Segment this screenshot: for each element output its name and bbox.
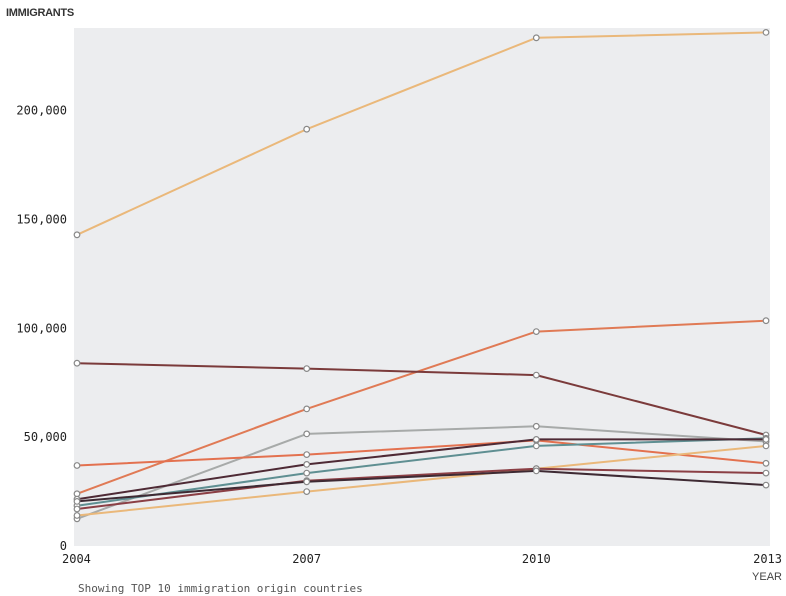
series-10-point — [73, 498, 81, 505]
series-6-point — [303, 469, 311, 477]
series-3-point — [303, 365, 311, 373]
y-tick-label: 150,000 — [16, 213, 67, 227]
series-10-point — [303, 478, 311, 486]
series-7-point — [303, 461, 311, 468]
y-tick-label: 100,000 — [16, 321, 67, 335]
y-tick-label: 0 — [60, 539, 67, 553]
x-axis-ticks: 2004 2007 2010 2013 — [62, 552, 782, 566]
series-2-point — [73, 490, 81, 498]
series-5-point — [762, 459, 770, 467]
series-10-point — [762, 481, 770, 489]
plot-area-background — [74, 28, 770, 546]
x-tick-label: 2007 — [292, 552, 321, 566]
y-tick-label: 50,000 — [24, 430, 67, 444]
series-9-point — [762, 469, 770, 477]
series-line-5 — [76, 439, 767, 467]
y-axis-title: IMMIGRANTS — [6, 7, 74, 19]
series-4-point — [532, 422, 540, 430]
series-8-point — [73, 512, 81, 519]
x-tick-label: 2010 — [522, 552, 551, 566]
series-2-point — [762, 317, 770, 325]
series-5-point — [303, 451, 311, 459]
series-6-point — [532, 442, 540, 450]
series-line-7 — [76, 438, 767, 501]
series-7-point — [532, 436, 540, 443]
series-2-point — [532, 328, 540, 336]
series-line-9 — [76, 467, 767, 510]
y-tick-label: 200,000 — [16, 104, 67, 118]
series-lines — [76, 31, 767, 520]
x-tick-label: 2004 — [62, 552, 91, 566]
series-1-point — [73, 231, 81, 239]
series-8-point — [762, 442, 770, 450]
series-10-point — [532, 467, 540, 475]
x-axis-title: YEAR — [752, 571, 782, 583]
series-line-1 — [76, 31, 767, 236]
series-line-4 — [76, 425, 767, 520]
series-1-point — [532, 34, 540, 42]
series-line-10 — [76, 469, 767, 503]
series-7-point — [762, 436, 770, 443]
series-line-8 — [76, 444, 767, 517]
series-3-point — [73, 359, 81, 367]
series-9-point — [73, 505, 81, 513]
series-3-point — [532, 371, 540, 379]
series-4-point — [303, 430, 311, 438]
series-1-point — [762, 29, 770, 36]
series-8-point — [303, 488, 311, 496]
series-line-6 — [76, 437, 767, 507]
series-5-point — [73, 462, 81, 469]
y-axis-ticks: 0 50,000 100,000 150,000 200,000 — [16, 104, 67, 553]
x-tick-label: 2013 — [753, 552, 782, 566]
series-1-point — [303, 125, 311, 133]
series-line-2 — [76, 319, 767, 495]
series-points — [73, 29, 770, 523]
chart-footnote: Showing TOP 10 immigration origin countr… — [78, 582, 363, 595]
series-line-3 — [76, 362, 767, 436]
series-2-point — [303, 405, 311, 413]
